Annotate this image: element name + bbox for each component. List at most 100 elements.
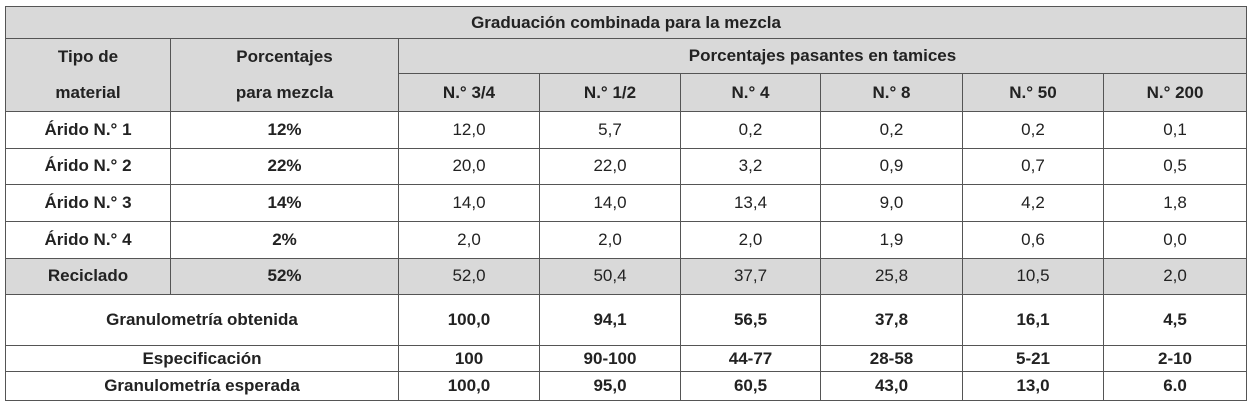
cell-text: 2,0 <box>738 229 763 249</box>
cell-text: Porcentajes <box>236 47 333 66</box>
table-cell: Reciclado <box>5 257 171 295</box>
cell-text: N.° 1/2 <box>583 82 637 102</box>
table-cell: 52,0 <box>398 257 540 295</box>
table-cell: 13,0 <box>962 371 1104 401</box>
table-row: Árido N.° 3 14% 14,0 14,0 13,4 9,0 4,2 1,8 <box>5 184 1248 222</box>
table-cell: 6.0 <box>1102 371 1248 401</box>
table-row: Graduación combinada para la mezcla <box>4 6 1248 39</box>
table-cell: 1,9 <box>820 220 963 259</box>
cell-text: material <box>55 83 121 102</box>
table-cell: 28-58 <box>820 345 963 372</box>
cell-text: 2,0 <box>1163 266 1187 286</box>
cell-text: 2,0 <box>457 229 481 249</box>
table-row: Granulometría obtenida 100,0 94,1 56,5 37,8 1… <box>5 294 1248 346</box>
table-cell: Granulometría obtenida <box>5 294 399 346</box>
table-cell: 100 <box>398 345 540 372</box>
cell-text: 9,0 <box>879 192 904 212</box>
table-cell: 100,0 <box>398 294 540 346</box>
cell-text: 37,7 <box>733 266 768 286</box>
cell-text: Granulometría obtenida <box>106 310 298 329</box>
table-cell: 13,4 <box>680 184 821 222</box>
table-cell: 0,5 <box>1102 147 1248 185</box>
cell-text: 20,0 <box>452 156 486 176</box>
table-cell: 20,0 <box>398 147 540 185</box>
cell-text: 100,0 <box>447 376 491 395</box>
table-cell: 56,5 <box>680 294 821 346</box>
cell-text: 4,2 <box>1021 192 1045 212</box>
cell-text: N.° 8 <box>872 82 911 102</box>
table-row: Tipo de material Porcentajes para mezcla Por… <box>5 37 1248 112</box>
table-cell: 1,8 <box>1102 184 1248 222</box>
cell-text: 2-10 <box>1157 348 1193 368</box>
table-cell: Árido N.° 2 <box>5 147 171 185</box>
cell-text: 22,0 <box>593 156 627 176</box>
header-cell: N.° 50 <box>962 73 1104 112</box>
cell-text: Árido N.° 3 <box>44 192 132 212</box>
cell-text: para mezcla <box>235 83 334 102</box>
cell-text: Reciclado <box>47 266 129 286</box>
table-cell: 52% <box>170 257 399 295</box>
cell-text: Porcentajes pasantes en tamices <box>688 46 957 66</box>
table-row: Granulometría esperada 100,0 95,0 60,5 43,0 1… <box>5 371 1248 401</box>
table-cell: 14,0 <box>398 184 540 222</box>
cell-text: 14,0 <box>593 192 627 212</box>
cell-text: 94,1 <box>593 310 627 329</box>
table-cell: 3,2 <box>680 147 821 185</box>
table-cell: Árido N.° 1 <box>5 111 171 149</box>
table-row: Especificación 100 90-100 44-77 28-58 5-21 2-1… <box>5 345 1248 372</box>
cell-text: 13,0 <box>1016 376 1050 395</box>
table-cell: 0,1 <box>1102 111 1248 149</box>
cell-text: 10,5 <box>1016 266 1050 286</box>
table-cell: 37,7 <box>680 257 821 295</box>
table-cell: 5,7 <box>539 111 681 149</box>
cell-text: 100 <box>454 348 484 368</box>
table-cell: Especificación <box>5 345 399 372</box>
table-cell: 9,0 <box>820 184 963 222</box>
cell-text: 0,5 <box>1163 156 1187 176</box>
table-cell: Árido N.° 3 <box>5 184 171 222</box>
table-cell: 22,0 <box>539 147 681 185</box>
table-cell: 2,0 <box>680 220 821 259</box>
table-cell: 2,0 <box>1102 257 1248 295</box>
cell-text: 2,0 <box>598 229 622 249</box>
table-cell: 2-10 <box>1102 345 1248 372</box>
table-row: Árido N.° 2 22% 20,0 22,0 3,2 0,9 0,7 0,5 <box>5 147 1248 185</box>
cell-text: Especificación <box>142 348 262 368</box>
cell-text: Granulometría esperada <box>104 376 300 395</box>
grading-table: Graduación combinada para la mezcla Tipo … <box>4 6 1248 401</box>
cell-text: 52,0 <box>452 266 486 286</box>
cell-text: N.° 50 <box>1009 82 1057 102</box>
table-cell: 100,0 <box>398 371 540 401</box>
header-cell: Tipo de material <box>5 38 171 112</box>
cell-text: 5-21 <box>1015 348 1051 368</box>
cell-text: 0,9 <box>879 156 904 176</box>
table-cell: 94,1 <box>539 294 681 346</box>
cell-text: 1,8 <box>1163 192 1187 212</box>
cell-text: 95,0 <box>593 376 627 395</box>
cell-text: 14% <box>267 192 302 212</box>
cell-text: 3,2 <box>738 156 763 176</box>
cell-text: 28-58 <box>869 348 914 368</box>
cell-text: 90-100 <box>583 348 637 368</box>
cell-text: 13,4 <box>733 192 768 212</box>
cell-text: Tipo de <box>57 47 119 66</box>
table-cell: 14% <box>170 184 399 222</box>
cell-text: 12% <box>267 119 302 139</box>
table-row: Árido N.° 1 12% 12,0 5,7 0,2 0,2 0,2 0,1 <box>5 111 1248 149</box>
cell-text: 0,6 <box>1021 229 1045 249</box>
table-cell: 0,2 <box>820 111 963 149</box>
cell-text: 43,0 <box>874 376 909 395</box>
cell-text: 37,8 <box>874 310 909 329</box>
table-cell: 43,0 <box>820 371 963 401</box>
cell-text: Árido N.° 1 <box>44 119 132 139</box>
table-cell: 22% <box>170 147 399 185</box>
cell-text: 6.0 <box>1163 376 1187 395</box>
table-cell: 2,0 <box>539 220 681 259</box>
cell-text: 56,5 <box>733 310 768 329</box>
table-cell: 95,0 <box>539 371 681 401</box>
table-cell: 14,0 <box>539 184 681 222</box>
cell-text: Graduación combinada para la mezcla <box>471 12 781 32</box>
cell-text: N.° 4 <box>731 82 770 102</box>
cell-text: N.° 200 <box>1146 82 1204 102</box>
